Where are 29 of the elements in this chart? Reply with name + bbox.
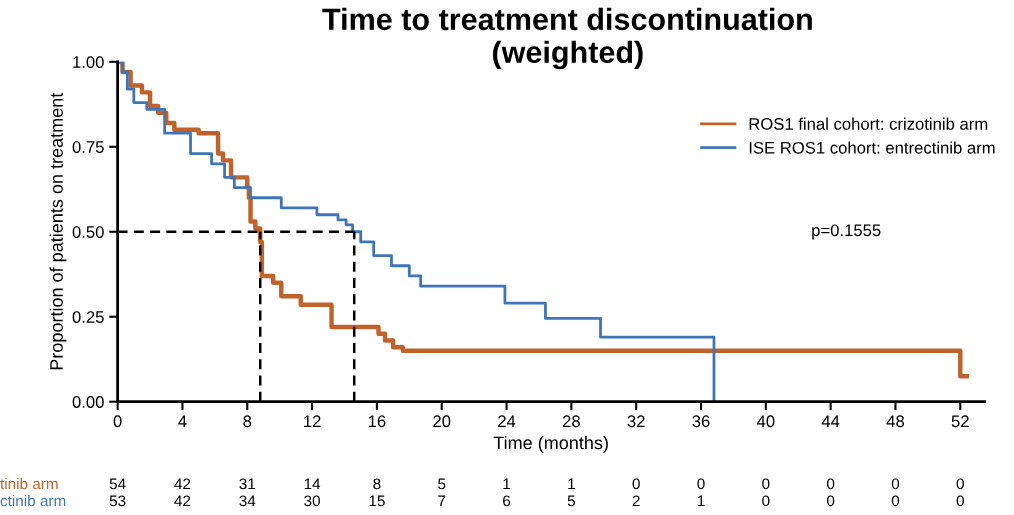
x-tick-label: 0 xyxy=(113,415,122,428)
x-tick-label: 36 xyxy=(692,415,710,428)
x-tick-label: 24 xyxy=(498,415,516,427)
legend-label: ROS1 final cohort: crizotinib arm xyxy=(749,117,988,130)
x-tick-label: 20 xyxy=(433,415,451,428)
x-tick-label: 12 xyxy=(304,415,321,427)
x-tick-label: 4 xyxy=(178,415,187,427)
chart-title: Time to treatment discontinuation (weighted) xyxy=(322,7,812,70)
x-tick-label: 52 xyxy=(951,415,969,428)
x-tick-label: 28 xyxy=(562,415,580,428)
x-tick-label: 32 xyxy=(627,415,645,428)
y-tick-label: 1.00 xyxy=(73,56,104,68)
y-tick-label: 0.75 xyxy=(72,141,104,153)
text: 53 42 34 30 15 7 6 5 2 1 0 0 0 0 xyxy=(109,495,964,507)
y-tick-label: 0.00 xyxy=(72,396,104,408)
x-axis-title: Time (months) xyxy=(493,435,608,453)
x-tick-label: 8 xyxy=(243,415,252,428)
annotation: p=0.1555 xyxy=(812,224,881,240)
legend-label: ISE ROS1 cohort: entrectinib arm xyxy=(749,141,995,154)
x-tick-label: 16 xyxy=(368,415,386,428)
text: 54 42 31 14 8 5 1 1 0 0 0 0 0 0 xyxy=(109,478,964,490)
x-tick-label: 44 xyxy=(821,415,840,427)
x-tick-label: 48 xyxy=(886,415,905,428)
text: ctinib arm xyxy=(0,495,66,507)
y-tick-label: 0.50 xyxy=(72,226,104,238)
x-tick-label: 40 xyxy=(756,415,775,428)
y-tick-label: 0.25 xyxy=(72,311,104,323)
y-axis-title: Proportion of patients on treatment xyxy=(49,92,67,370)
text: tinib arm xyxy=(0,478,58,490)
